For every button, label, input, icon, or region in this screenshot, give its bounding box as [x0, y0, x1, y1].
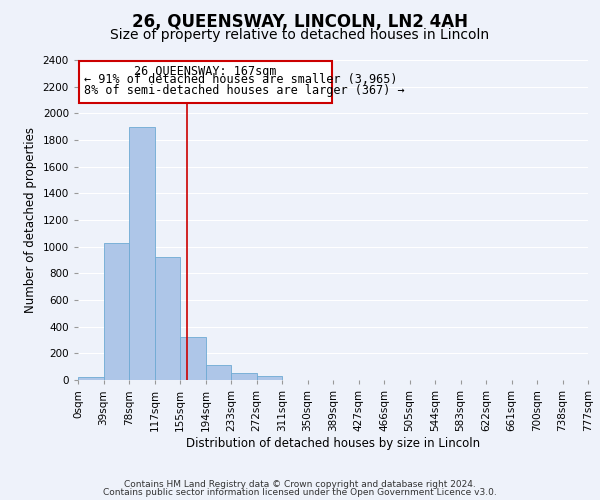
Bar: [257, 376, 282, 380]
Text: 26, QUEENSWAY, LINCOLN, LN2 4AH: 26, QUEENSWAY, LINCOLN, LN2 4AH: [132, 12, 468, 30]
Bar: [79, 60, 332, 104]
X-axis label: Distribution of detached houses by size in Lincoln: Distribution of detached houses by size …: [186, 436, 480, 450]
Text: ← 91% of detached houses are smaller (3,965): ← 91% of detached houses are smaller (3,…: [84, 74, 397, 86]
Bar: [205, 366, 231, 380]
Text: Size of property relative to detached houses in Lincoln: Size of property relative to detached ho…: [110, 28, 490, 42]
Text: Contains HM Land Registry data © Crown copyright and database right 2024.: Contains HM Land Registry data © Crown c…: [124, 480, 476, 489]
Text: Contains public sector information licensed under the Open Government Licence v3: Contains public sector information licen…: [103, 488, 497, 497]
Bar: [180, 336, 205, 380]
Bar: [129, 126, 155, 380]
Bar: [231, 372, 257, 380]
Bar: [78, 376, 104, 380]
Bar: [155, 256, 180, 380]
Bar: [104, 242, 129, 380]
Text: 8% of semi-detached houses are larger (367) →: 8% of semi-detached houses are larger (3…: [84, 84, 404, 97]
Text: 26 QUEENSWAY: 167sqm: 26 QUEENSWAY: 167sqm: [134, 64, 277, 78]
Y-axis label: Number of detached properties: Number of detached properties: [24, 127, 37, 313]
